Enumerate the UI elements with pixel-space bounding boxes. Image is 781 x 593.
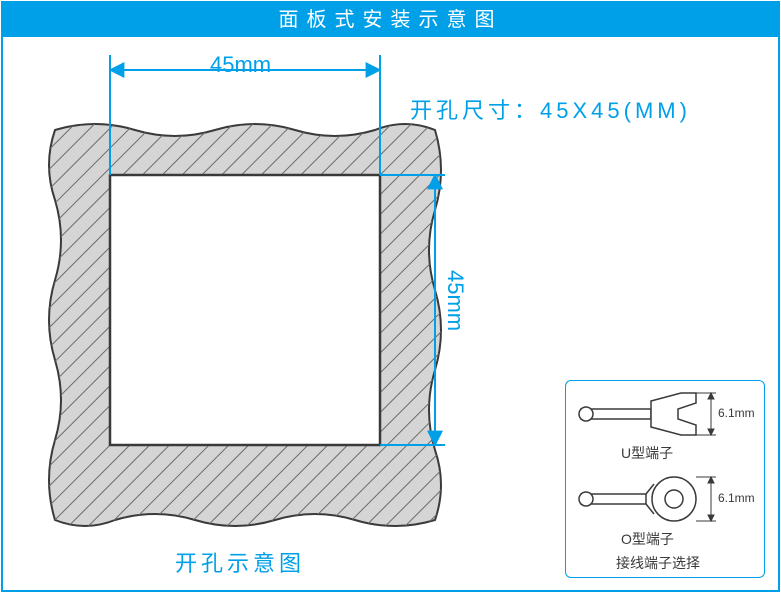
u-terminal-dim: 6.1mm xyxy=(718,406,755,420)
height-dimension-label: 45mm xyxy=(442,270,468,331)
cutout-size-label: 开孔尺寸：45X45(MM) xyxy=(410,93,691,125)
diagram-canvas: 面板式安装示意图 xyxy=(0,0,781,593)
o-terminal-dim: 6.1mm xyxy=(718,491,755,505)
terminal-inset-box: 6.1mm U型端子 6.1mm O型端子 接线端子选择 xyxy=(565,380,765,578)
terminal-select-label: 接线端子选择 xyxy=(616,553,700,573)
o-terminal-icon xyxy=(579,477,696,521)
o-terminal-label: O型端子 xyxy=(621,529,674,549)
u-terminal-label: U型端子 xyxy=(621,443,673,463)
width-dimension-label: 45mm xyxy=(210,52,271,78)
cutout-diagram-label: 开孔示意图 xyxy=(175,546,305,578)
u-terminal-icon xyxy=(579,393,696,435)
